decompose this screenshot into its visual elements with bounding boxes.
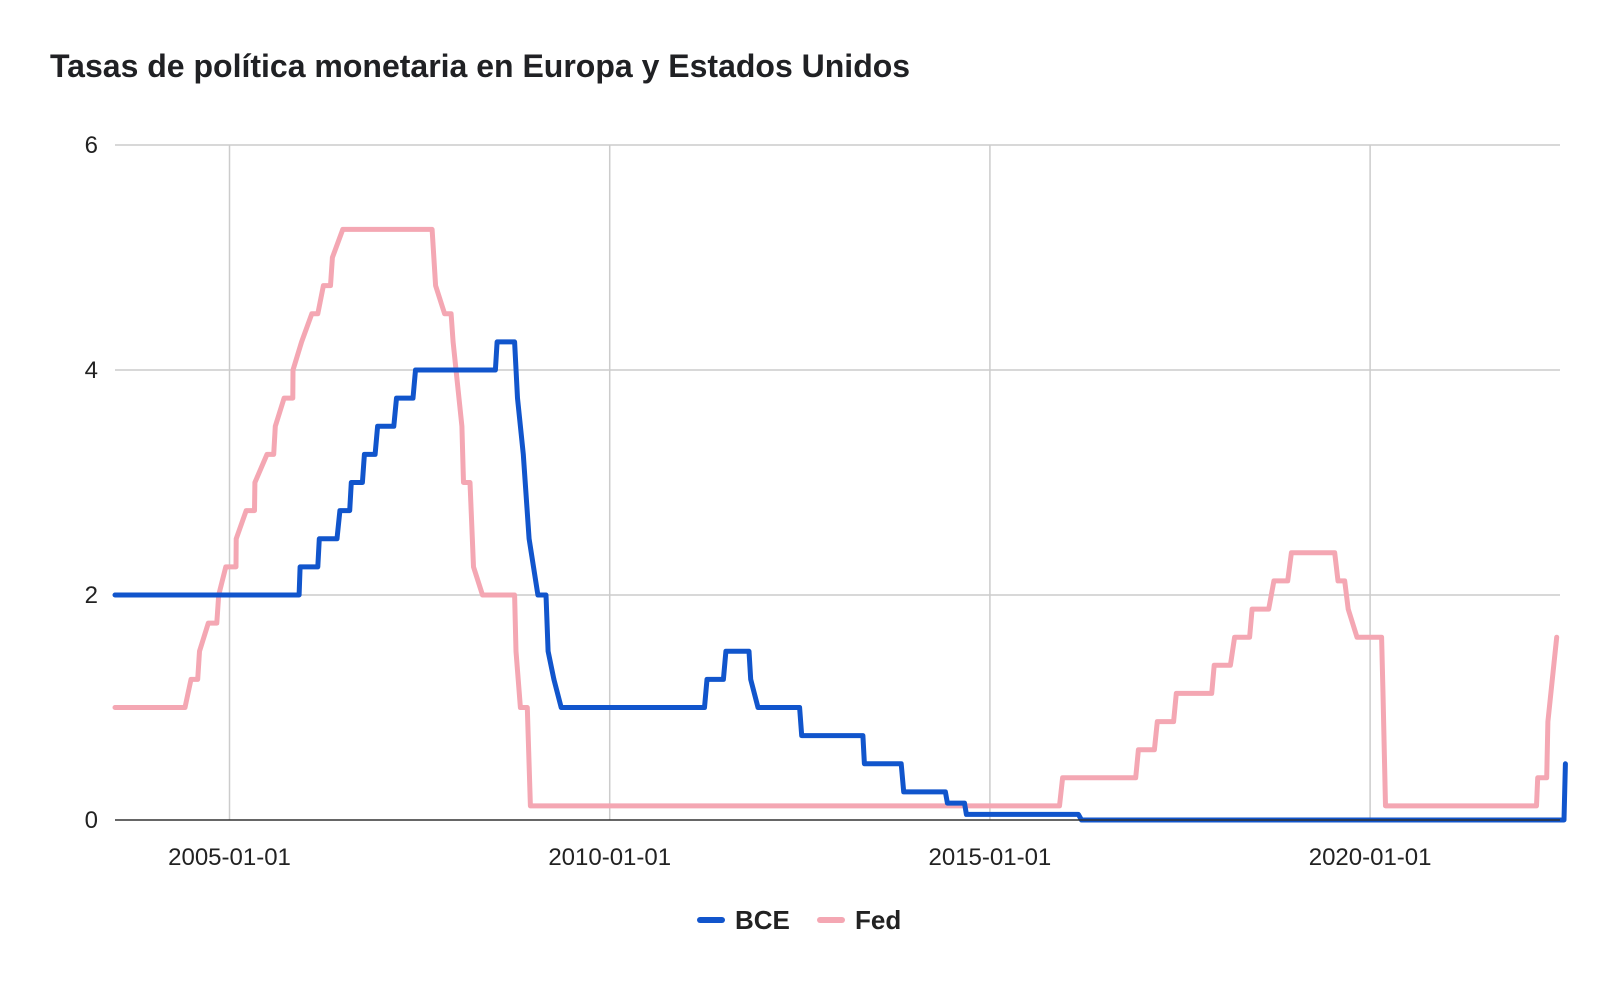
chart-title: Tasas de política monetaria en Europa y … <box>50 48 911 84</box>
x-tick-label: 2015-01-01 <box>929 844 1052 871</box>
y-tick-label: 6 <box>85 132 98 159</box>
x-tick-label: 2020-01-01 <box>1309 844 1432 871</box>
series-line-fed <box>112 226 1560 809</box>
y-tick-label: 4 <box>85 357 98 384</box>
series-line-bce <box>112 339 1568 823</box>
y-tick-label: 2 <box>85 582 98 609</box>
legend-label-bce: BCE <box>735 905 790 935</box>
legend-label-fed: Fed <box>855 905 901 935</box>
x-tick-label: 2005-01-01 <box>168 844 291 871</box>
x-tick-label: 2010-01-01 <box>548 844 671 871</box>
y-tick-label: 0 <box>85 807 98 834</box>
